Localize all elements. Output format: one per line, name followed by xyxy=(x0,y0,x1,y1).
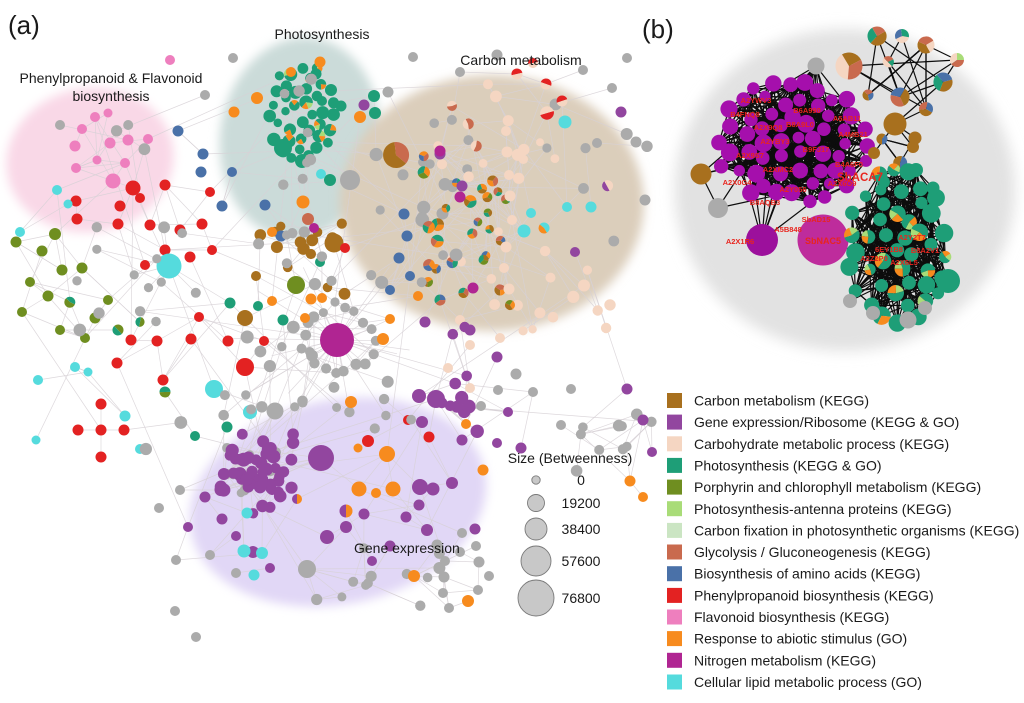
svg-text:Phenylpropanoid biosynthesis (: Phenylpropanoid biosynthesis (KEGG) xyxy=(694,587,934,603)
svg-text:Response to abiotic stimulus (: Response to abiotic stimulus (GO) xyxy=(694,631,907,647)
svg-text:B8A9L0: B8A9L0 xyxy=(786,120,814,129)
svg-text:biosynthesis: biosynthesis xyxy=(72,88,149,104)
svg-text:Gene expression: Gene expression xyxy=(354,540,460,556)
svg-text:A2X9S7: A2X9S7 xyxy=(736,151,764,160)
svg-text:SbAD15: SbAD15 xyxy=(802,215,831,224)
svg-text:Photosynthesis: Photosynthesis xyxy=(275,26,370,42)
svg-text:Carbon metabolism: Carbon metabolism xyxy=(460,52,581,68)
svg-text:A2X0G4: A2X0G4 xyxy=(723,178,753,187)
svg-text:Flavonoid biosynthesis (KEGG): Flavonoid biosynthesis (KEGG) xyxy=(694,609,889,625)
svg-text:B6A990: B6A990 xyxy=(793,106,821,115)
svg-text:Biosynthesis of amino acids (K: Biosynthesis of amino acids (KEGG) xyxy=(694,566,920,582)
svg-text:A2X6O9: A2X6O9 xyxy=(828,179,857,188)
svg-text:A2YBY3: A2YBY3 xyxy=(760,137,789,146)
svg-text:Carbon metabolism (KEGG): Carbon metabolism (KEGG) xyxy=(694,393,869,409)
svg-text:SbNAC5: SbNAC5 xyxy=(805,236,841,246)
svg-text:Porphyrin and chlorophyll meta: Porphyrin and chlorophyll metabolism (KE… xyxy=(694,479,981,495)
svg-text:(b): (b) xyxy=(642,14,674,44)
svg-text:6EY1B8: 6EY1B8 xyxy=(875,245,903,254)
svg-text:B4FNQ8: B4FNQ8 xyxy=(730,110,760,119)
svg-text:A2Z2P0: A2Z2P0 xyxy=(860,254,888,263)
svg-text:B4A6F0: B4A6F0 xyxy=(835,160,863,169)
svg-text:A2YWV3: A2YWV3 xyxy=(741,96,772,105)
svg-text:Carbohydrate metabolic process: Carbohydrate metabolic process (KEGG) xyxy=(694,436,949,452)
svg-text:Photosynthesis (KEGG & GO): Photosynthesis (KEGG & GO) xyxy=(694,457,882,473)
svg-text:Carbon fixation in photosynthe: Carbon fixation in photosynthetic organi… xyxy=(694,522,1019,538)
svg-text:B8AQB3: B8AQB3 xyxy=(750,198,780,207)
svg-text:0: 0 xyxy=(577,472,585,488)
svg-text:A2Y2T7: A2Y2T7 xyxy=(898,233,926,242)
svg-text:A2X9Q8: A2X9Q8 xyxy=(754,123,783,132)
svg-text:A4MB21: A4MB21 xyxy=(838,130,868,139)
svg-text:SbACA7: SbACA7 xyxy=(837,172,883,184)
svg-text:A5B848: A5B848 xyxy=(774,225,802,234)
svg-text:Size (Betweenness): Size (Betweenness) xyxy=(508,450,633,466)
svg-text:Phenylpropanoid & Flavonoid: Phenylpropanoid & Flavonoid xyxy=(20,70,203,86)
svg-text:B9FJ17: B9FJ17 xyxy=(803,145,830,154)
svg-text:Glycolysis / Gluconeogenesis (: Glycolysis / Gluconeogenesis (KEGG) xyxy=(694,544,931,560)
svg-text:A2Y056: A2Y056 xyxy=(779,185,806,194)
svg-text:A2XMC2: A2XMC2 xyxy=(763,165,793,174)
svg-text:B8A2V1: B8A2V1 xyxy=(911,246,939,255)
svg-text:A2X6L5: A2X6L5 xyxy=(890,258,918,267)
svg-text:Cellular lipid metabolic proce: Cellular lipid metabolic process (GO) xyxy=(694,674,922,690)
svg-text:Nitrogen metabolism (KEGG): Nitrogen metabolism (KEGG) xyxy=(694,652,876,668)
svg-text:Photosynthesis-antenna protein: Photosynthesis-antenna proteins (KEGG) xyxy=(694,501,952,517)
svg-text:57600: 57600 xyxy=(562,553,601,569)
svg-text:(a): (a) xyxy=(8,10,40,40)
svg-text:38400: 38400 xyxy=(562,521,601,537)
svg-text:A5AB11: A5AB11 xyxy=(833,114,861,123)
svg-text:A2X1R6: A2X1R6 xyxy=(726,237,754,246)
svg-text:19200: 19200 xyxy=(562,495,601,511)
svg-text:76800: 76800 xyxy=(562,590,601,606)
svg-text:Gene expression/Ribosome (KEGG: Gene expression/Ribosome (KEGG & GO) xyxy=(694,414,959,430)
